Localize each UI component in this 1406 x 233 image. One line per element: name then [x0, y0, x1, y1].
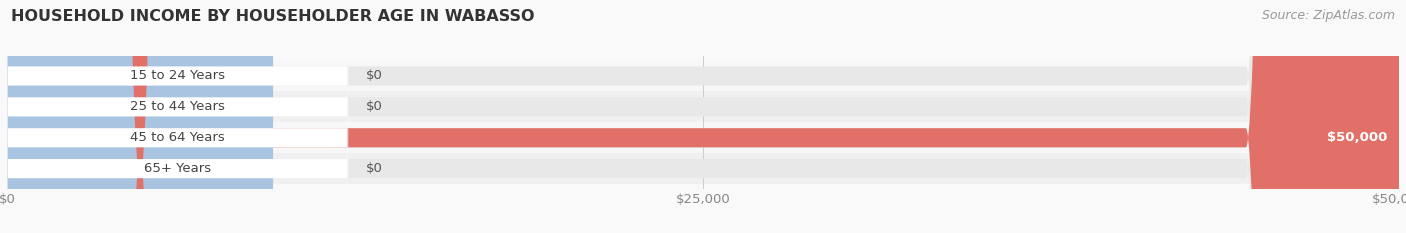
FancyBboxPatch shape — [7, 0, 1399, 233]
Bar — [7, 153, 1399, 184]
FancyBboxPatch shape — [7, 0, 1399, 233]
Text: $50,000: $50,000 — [1327, 131, 1388, 144]
Text: $0: $0 — [366, 162, 382, 175]
Text: Source: ZipAtlas.com: Source: ZipAtlas.com — [1261, 9, 1395, 22]
FancyBboxPatch shape — [7, 0, 349, 233]
Text: 15 to 24 Years: 15 to 24 Years — [129, 69, 225, 82]
FancyBboxPatch shape — [7, 0, 349, 233]
FancyBboxPatch shape — [7, 0, 273, 233]
Bar — [7, 122, 1399, 153]
Text: 65+ Years: 65+ Years — [143, 162, 211, 175]
FancyBboxPatch shape — [7, 0, 273, 233]
Text: 25 to 44 Years: 25 to 44 Years — [131, 100, 225, 113]
FancyBboxPatch shape — [7, 0, 349, 233]
Text: $0: $0 — [366, 69, 382, 82]
Text: HOUSEHOLD INCOME BY HOUSEHOLDER AGE IN WABASSO: HOUSEHOLD INCOME BY HOUSEHOLDER AGE IN W… — [11, 9, 534, 24]
FancyBboxPatch shape — [7, 0, 273, 233]
FancyBboxPatch shape — [7, 0, 1399, 233]
Bar — [7, 61, 1399, 91]
Text: $0: $0 — [366, 100, 382, 113]
FancyBboxPatch shape — [7, 0, 1399, 233]
FancyBboxPatch shape — [7, 0, 1399, 233]
Bar — [7, 91, 1399, 122]
Text: 45 to 64 Years: 45 to 64 Years — [131, 131, 225, 144]
FancyBboxPatch shape — [7, 0, 349, 233]
